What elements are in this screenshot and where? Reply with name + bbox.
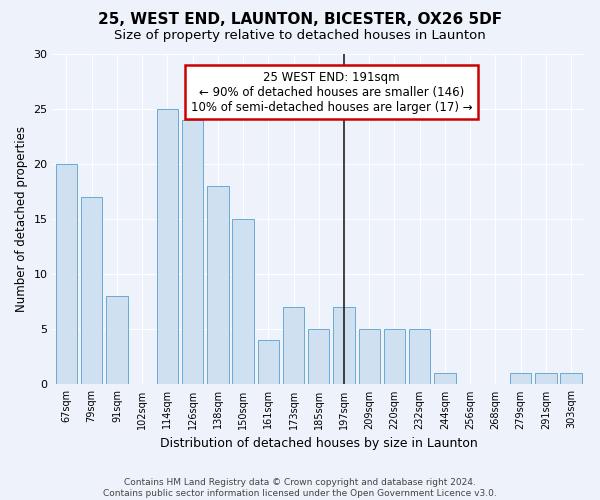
Bar <box>560 374 582 384</box>
Text: 25 WEST END: 191sqm
← 90% of detached houses are smaller (146)
10% of semi-detac: 25 WEST END: 191sqm ← 90% of detached ho… <box>191 70 472 114</box>
Bar <box>359 330 380 384</box>
Bar <box>106 296 128 384</box>
Bar <box>510 374 532 384</box>
Bar <box>333 308 355 384</box>
Bar <box>434 374 455 384</box>
Bar <box>182 120 203 384</box>
Bar <box>232 219 254 384</box>
Text: Size of property relative to detached houses in Launton: Size of property relative to detached ho… <box>114 29 486 42</box>
Bar <box>157 109 178 384</box>
X-axis label: Distribution of detached houses by size in Launton: Distribution of detached houses by size … <box>160 437 478 450</box>
Y-axis label: Number of detached properties: Number of detached properties <box>15 126 28 312</box>
Bar <box>56 164 77 384</box>
Text: Contains HM Land Registry data © Crown copyright and database right 2024.
Contai: Contains HM Land Registry data © Crown c… <box>103 478 497 498</box>
Bar <box>81 197 103 384</box>
Bar <box>535 374 557 384</box>
Text: 25, WEST END, LAUNTON, BICESTER, OX26 5DF: 25, WEST END, LAUNTON, BICESTER, OX26 5D… <box>98 12 502 28</box>
Bar <box>207 186 229 384</box>
Bar <box>384 330 405 384</box>
Bar <box>257 340 279 384</box>
Bar <box>409 330 430 384</box>
Bar <box>283 308 304 384</box>
Bar <box>308 330 329 384</box>
